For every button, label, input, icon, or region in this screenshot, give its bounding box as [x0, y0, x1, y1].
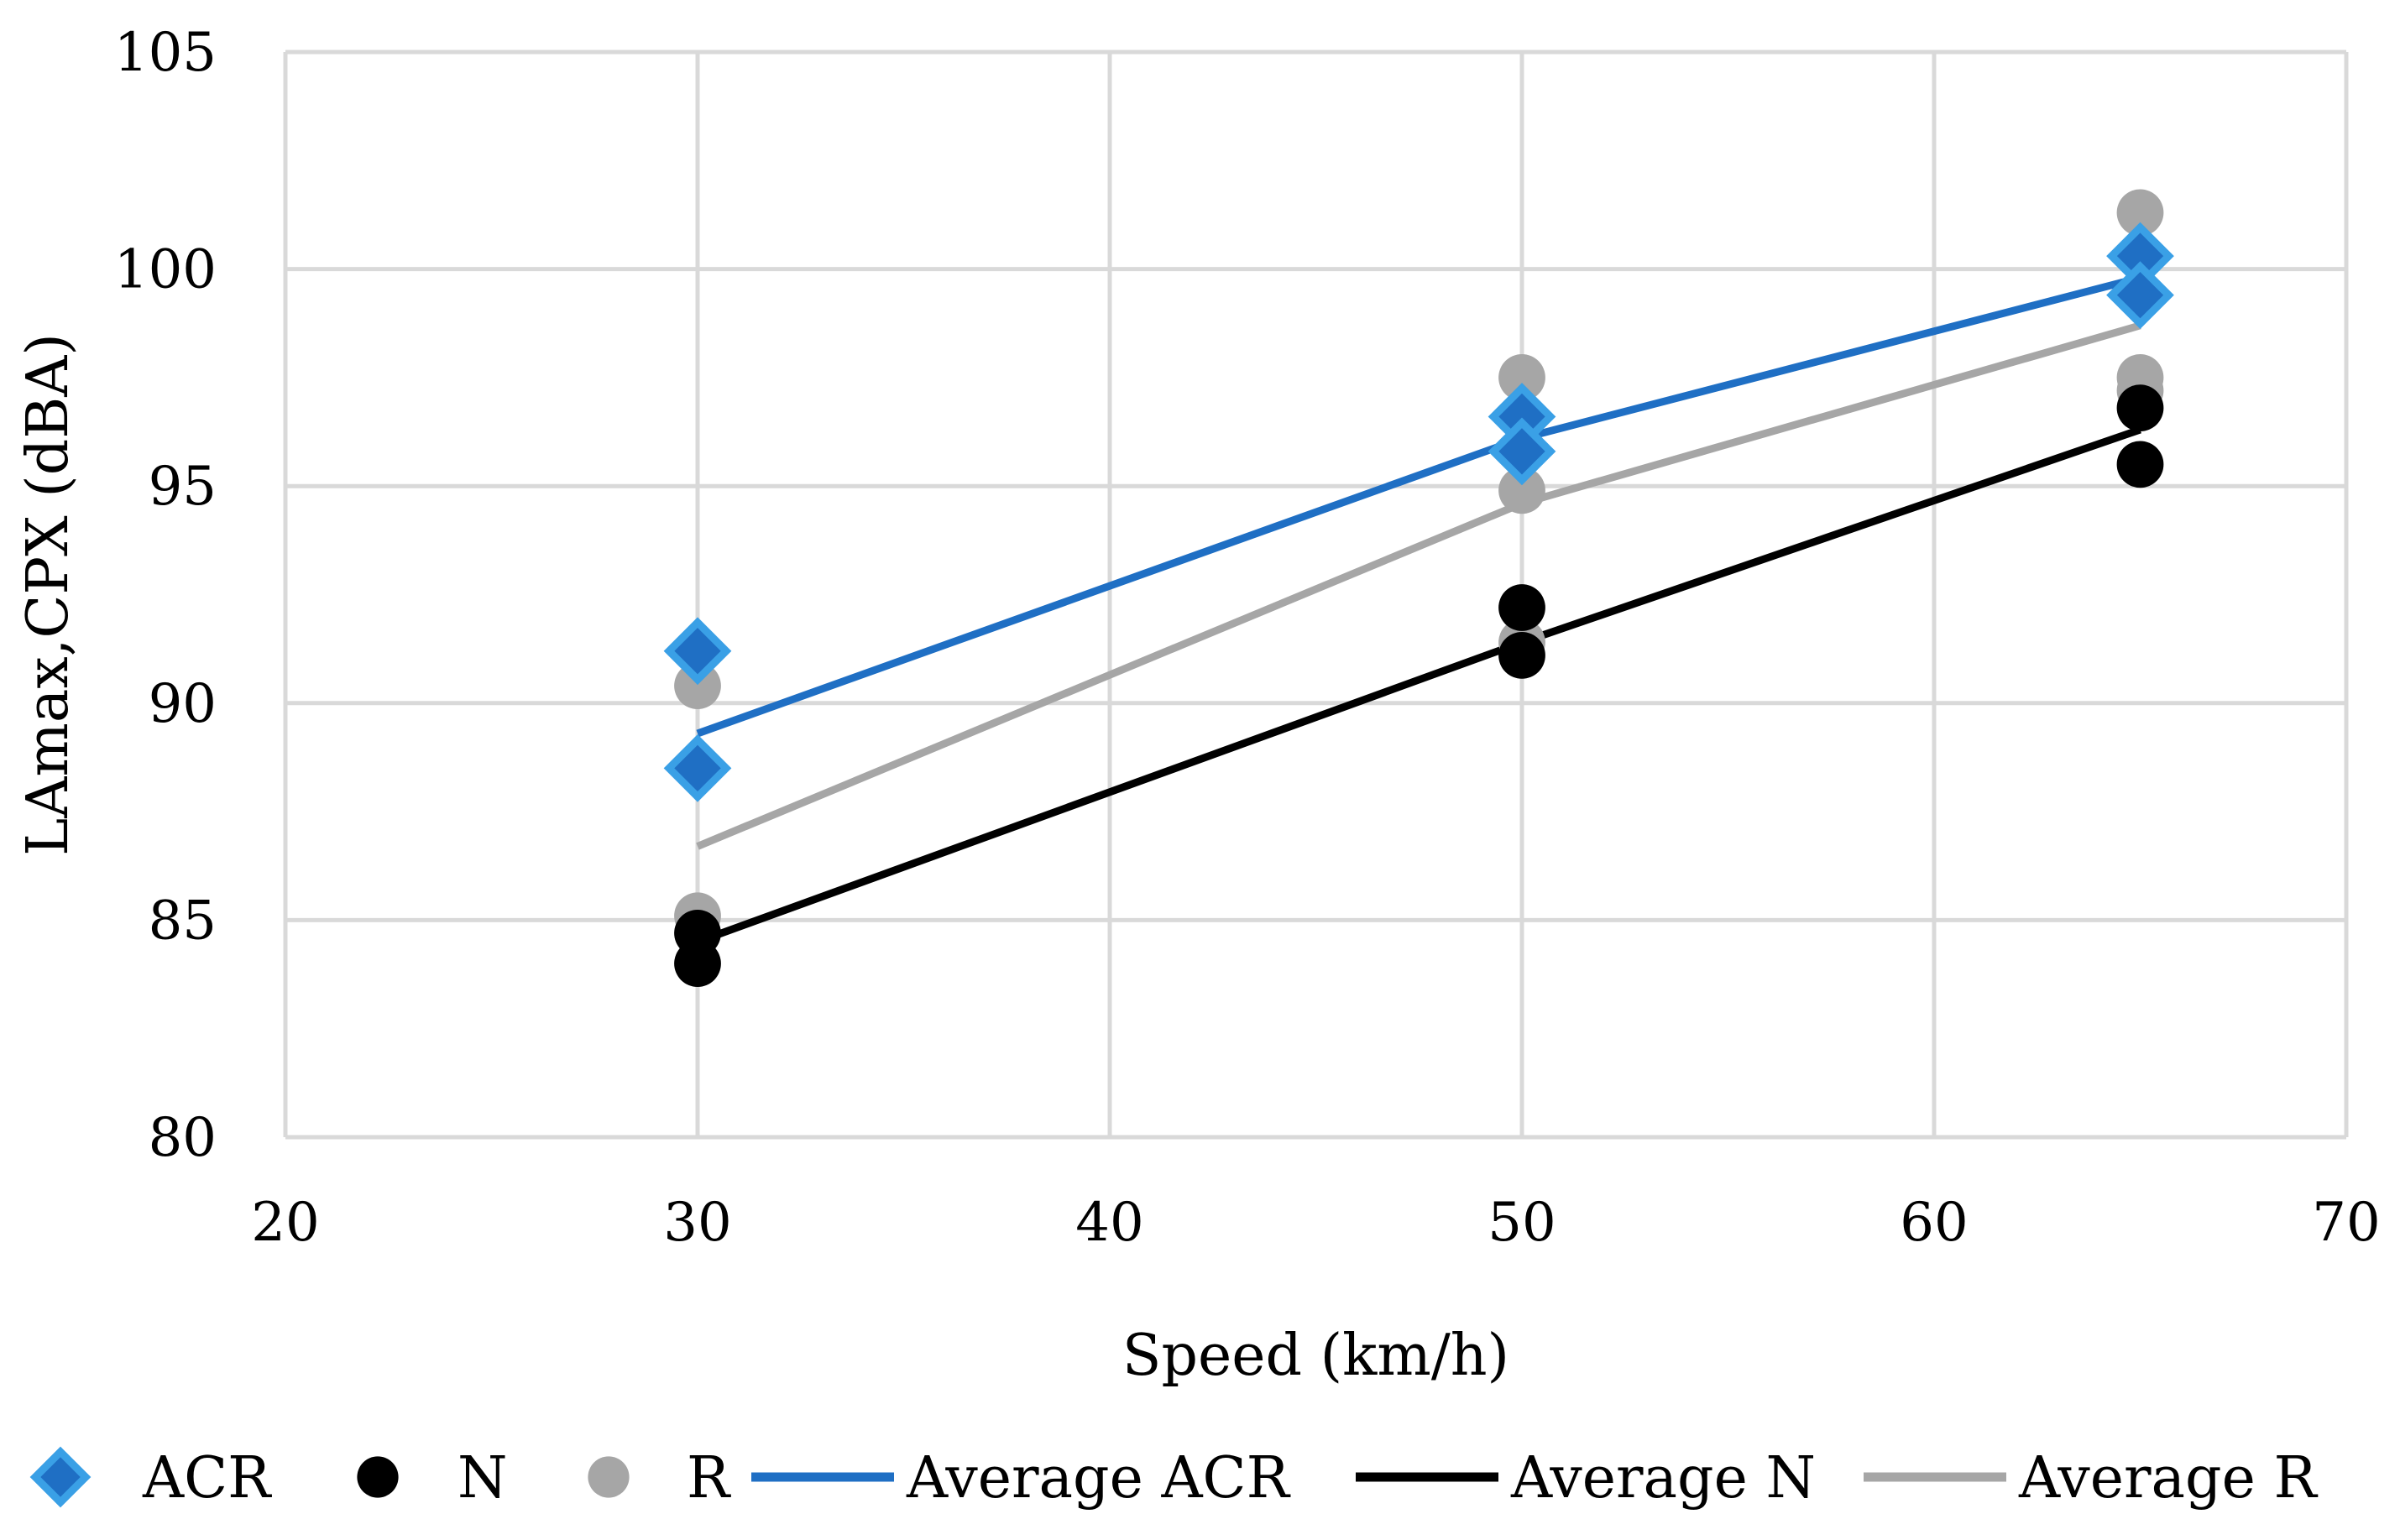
data-point-n [2116, 441, 2164, 488]
series-markers [663, 189, 2174, 987]
y-tick-label: 105 [114, 22, 217, 84]
legend-label-acr: ACR [142, 1445, 272, 1511]
series-line-average-r [696, 321, 2141, 850]
series-line-average-n [696, 425, 2141, 946]
data-point-acr [663, 734, 732, 802]
y-tick-label: 85 [149, 890, 217, 952]
data-point-r [1498, 354, 1545, 401]
x-tick-label: 50 [1488, 1192, 1556, 1254]
data-point-n [2116, 384, 2164, 431]
legend-marker-r [588, 1456, 630, 1498]
data-point-n [1498, 584, 1545, 631]
y-axis-ticks: 80 85 90 95 100 105 [114, 22, 217, 1169]
legend-label-average-n: Average N [1510, 1445, 1816, 1511]
legend-marker-acr [29, 1446, 92, 1508]
data-point-n [674, 910, 721, 957]
y-tick-label: 80 [149, 1107, 217, 1169]
legend: ACR N R Average ACR Average N Average R [29, 1445, 2318, 1511]
data-point-acr [663, 617, 732, 686]
legend-label-average-r: Average R [2018, 1445, 2318, 1511]
x-tick-label: 70 [2312, 1192, 2380, 1254]
data-point-r [2116, 189, 2164, 237]
data-point-r [674, 662, 721, 709]
data-point-acr [1488, 417, 1556, 486]
data-point-r [1498, 467, 1545, 514]
data-point-n [1498, 632, 1545, 679]
y-tick-label: 90 [149, 673, 217, 735]
legend-label-n: N [458, 1445, 508, 1511]
data-point-acr [2106, 261, 2174, 329]
series-lines [696, 274, 2141, 946]
legend-label-average-acr: Average ACR [906, 1445, 1291, 1511]
x-tick-label: 20 [251, 1192, 319, 1254]
legend-marker-n [357, 1456, 399, 1498]
y-tick-label: 100 [114, 239, 217, 301]
x-tick-label: 30 [663, 1192, 731, 1254]
x-axis-ticks: 20 30 40 50 60 70 [251, 1192, 2380, 1254]
y-axis-title: LAmax,CPX (dBA) [15, 333, 81, 856]
grid [283, 50, 2349, 1140]
x-axis-title: Speed (km/h) [1122, 1323, 1509, 1389]
legend-label-r: R [687, 1445, 731, 1511]
y-tick-label: 95 [149, 456, 217, 518]
x-tick-label: 60 [1900, 1192, 1968, 1254]
x-tick-label: 40 [1075, 1192, 1143, 1254]
